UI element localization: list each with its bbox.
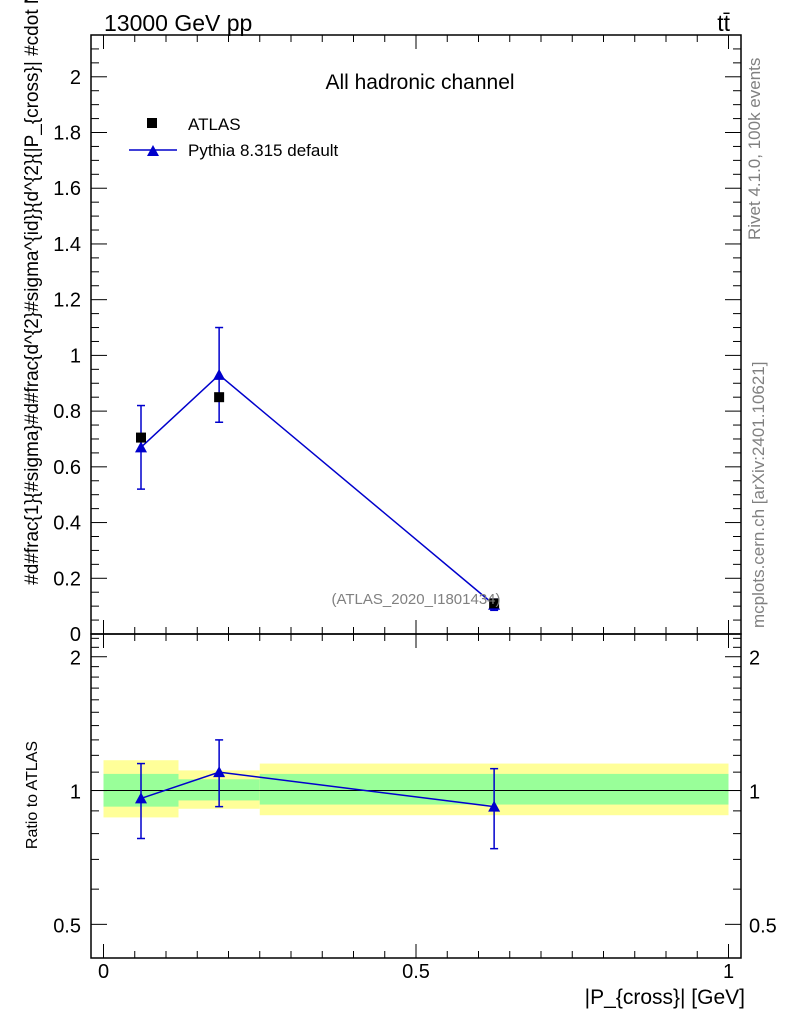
main-y-tick-label: 1.8 — [53, 123, 81, 145]
analysis-watermark: (ATLAS_2020_I1801434) — [331, 591, 500, 608]
ratio-y-tick-label-right: 2 — [749, 648, 760, 670]
process-label: tt̄ — [717, 10, 730, 36]
main-y-tick-label: 2 — [70, 67, 81, 89]
main-y-tick-label: 1.4 — [53, 234, 81, 256]
main-y-tick-label: 0 — [70, 624, 81, 646]
main-y-tick-label: 1 — [70, 345, 81, 367]
ratio-y-tick-label-right: 0.5 — [749, 915, 777, 937]
x-tick-label: 0.5 — [402, 961, 430, 983]
legend-pythia-marker — [147, 145, 159, 156]
ratio-y-tick-label-left: 0.5 — [53, 915, 81, 937]
x-tick-label: 0 — [98, 961, 109, 983]
energy-label: 13000 GeV pp — [104, 10, 252, 36]
data-point — [136, 432, 146, 443]
legend: ATLAS Pythia 8.315 default — [129, 115, 339, 160]
mcplots-label: mcplots.cern.ch [arXiv:2401.10621] — [749, 362, 768, 628]
legend-atlas-label: ATLAS — [188, 115, 241, 134]
mc-series-line — [140, 373, 495, 606]
ratio-y-tick-label-left: 1 — [70, 782, 81, 804]
ratio-mc-point — [135, 792, 147, 804]
main-y-tick-label: 0.8 — [53, 401, 81, 423]
mc-point — [213, 368, 226, 380]
main-panel-title: All hadronic channel — [325, 71, 514, 94]
rivet-version-label: Rivet 4.1.0, 100k events — [745, 58, 764, 240]
ratio-mc-point — [213, 766, 226, 778]
main-y-tick-label: 0.4 — [53, 513, 81, 535]
main-panel: 0 0.2 0.4 0.6 0.8 1 1.2 1.4 1.6 1.8 2 — [53, 34, 742, 646]
ratio-mc-point — [488, 800, 501, 812]
data-point — [489, 598, 500, 609]
legend-atlas-marker — [147, 118, 157, 128]
main-y-tick-label: 0.2 — [53, 568, 81, 590]
main-y-tick-label: 0.6 — [53, 457, 81, 479]
main-y-axis-label: #d#frac{1}{#sigma}#d#frac{d^{2}#sigma^{i… — [22, 0, 43, 585]
main-y-tick-label: 1.6 — [53, 178, 81, 200]
data-point — [214, 392, 225, 403]
mc-point — [135, 441, 147, 453]
ratio-y-tick-label-left: 2 — [70, 648, 81, 670]
ratio-y-tick-label-right: 1 — [749, 782, 760, 804]
ratio-y-axis-label: Ratio to ATLAS — [24, 741, 41, 849]
x-axis-label: |P_{cross}| [GeV] — [585, 986, 745, 1009]
main-y-tick-label: 1.2 — [53, 290, 81, 312]
legend-pythia-label: Pythia 8.315 default — [188, 141, 339, 160]
ratio-panel: 0.5 0.5 1 1 2 2 0 0.5 1 — [53, 633, 777, 983]
x-tick-label: 1 — [723, 961, 734, 983]
